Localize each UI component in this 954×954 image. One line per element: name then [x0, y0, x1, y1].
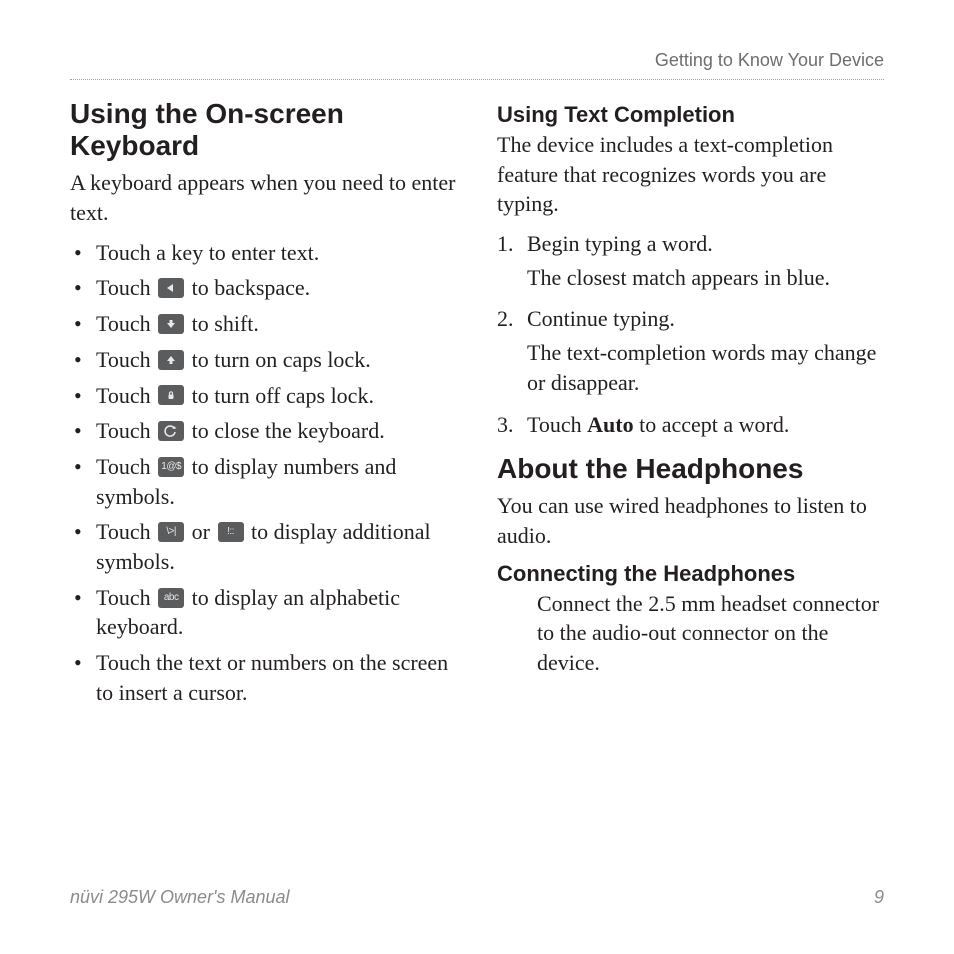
bullet-item: •Touch to backspace.: [70, 273, 457, 303]
bullet-dot-icon: •: [70, 452, 96, 482]
bullet-body: Touch \>| or !:: to display additional s…: [96, 517, 457, 576]
bullet-item: •Touch to turn off caps lock.: [70, 381, 457, 411]
running-head: Getting to Know Your Device: [70, 50, 884, 71]
bullet-body: Touch to turn off caps lock.: [96, 381, 457, 411]
page-footer: nüvi 295W Owner's Manual 9: [70, 887, 884, 908]
step-main: Begin typing a word.: [527, 229, 884, 259]
step-sub: The text-completion words may change or …: [527, 338, 884, 397]
heading-about-headphones: About the Headphones: [497, 453, 884, 485]
heading-onscreen-keyboard: Using the On-screen Keyboard: [70, 98, 457, 162]
bullet-item: •Touch to shift.: [70, 309, 457, 339]
abc-icon: abc: [158, 588, 184, 608]
bullet-item: •Touch to turn on caps lock.: [70, 345, 457, 375]
step-main: Continue typing.: [527, 304, 884, 334]
left-column: Using the On-screen Keyboard A keyboard …: [70, 98, 457, 713]
step-body: Touch Auto to accept a word.: [527, 410, 884, 440]
bullet-body: Touch abc to display an alphabetic keybo…: [96, 583, 457, 642]
bullet-dot-icon: •: [70, 345, 96, 375]
backspace-icon: [158, 278, 184, 298]
manual-page: Getting to Know Your Device Using the On…: [0, 0, 954, 954]
bullet-dot-icon: •: [70, 517, 96, 547]
bullet-body: Touch to backspace.: [96, 273, 457, 303]
sym-b-icon: !::: [218, 522, 244, 542]
two-column-layout: Using the On-screen Keyboard A keyboard …: [70, 98, 884, 713]
bullet-dot-icon: •: [70, 648, 96, 678]
bullet-item: •Touch the text or numbers on the screen…: [70, 648, 457, 707]
intro-onscreen-keyboard: A keyboard appears when you need to ente…: [70, 168, 457, 227]
bullet-dot-icon: •: [70, 309, 96, 339]
bullet-dot-icon: •: [70, 583, 96, 613]
step-body: Begin typing a word. The closest match ap…: [527, 229, 884, 300]
bullet-body: Touch a key to enter text.: [96, 238, 457, 268]
connecting-headphones-body: Connect the 2.5 mm headset connector to …: [497, 589, 884, 678]
bold-text: Auto: [587, 412, 633, 437]
close-kbd-icon: [158, 421, 184, 441]
step-sub: The closest match appears in blue.: [527, 263, 884, 293]
keyboard-bullet-list: •Touch a key to enter text.•Touch to bac…: [70, 238, 457, 708]
bullet-body: Touch 1@$ to display numbers and symbols…: [96, 452, 457, 511]
bullet-item: •Touch a key to enter text.: [70, 238, 457, 268]
bullet-dot-icon: •: [70, 381, 96, 411]
shift-up-icon: [158, 350, 184, 370]
intro-headphones: You can use wired headphones to listen t…: [497, 491, 884, 550]
bullet-item: •Touch \>| or !:: to display additional …: [70, 517, 457, 576]
bullet-dot-icon: •: [70, 273, 96, 303]
footer-page-number: 9: [874, 887, 884, 908]
bullet-item: •Touch to close the keyboard.: [70, 416, 457, 446]
text-completion-steps: Begin typing a word. The closest match ap…: [497, 229, 884, 439]
bullet-body: Touch to turn on caps lock.: [96, 345, 457, 375]
bullet-body: Touch to close the keyboard.: [96, 416, 457, 446]
bullet-dot-icon: •: [70, 416, 96, 446]
bullet-body: Touch the text or numbers on the screen …: [96, 648, 457, 707]
step-main: Touch Auto to accept a word.: [527, 410, 884, 440]
shift-down-icon: [158, 314, 184, 334]
bullet-body: Touch to shift.: [96, 309, 457, 339]
bullet-item: •Touch 1@$ to display numbers and symbol…: [70, 452, 457, 511]
step-item: Continue typing. The text-completion word…: [497, 304, 884, 405]
sym-a-icon: \>|: [158, 522, 184, 542]
heading-connecting-headphones: Connecting the Headphones: [497, 561, 884, 587]
step-item: Begin typing a word. The closest match ap…: [497, 229, 884, 300]
footer-manual-title: nüvi 295W Owner's Manual: [70, 887, 290, 908]
bullet-dot-icon: •: [70, 238, 96, 268]
numsym-icon: 1@$: [158, 457, 184, 477]
step-item: Touch Auto to accept a word.: [497, 410, 884, 440]
right-column: Using Text Completion The device include…: [497, 98, 884, 713]
caps-lock-icon: [158, 385, 184, 405]
step-body: Continue typing. The text-completion word…: [527, 304, 884, 405]
intro-text-completion: The device includes a text-completion fe…: [497, 130, 884, 219]
bullet-item: •Touch abc to display an alphabetic keyb…: [70, 583, 457, 642]
header-rule: [70, 79, 884, 80]
heading-text-completion: Using Text Completion: [497, 102, 884, 128]
